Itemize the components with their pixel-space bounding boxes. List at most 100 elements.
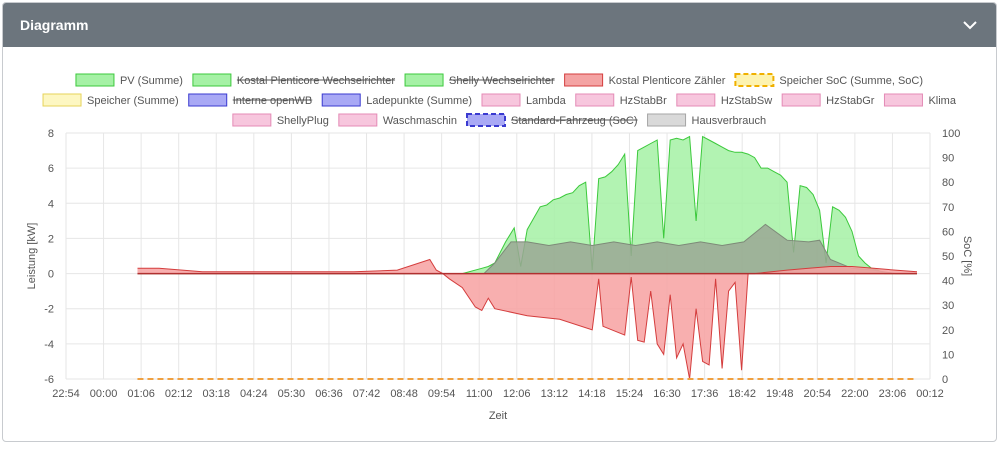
x-tick-label: 02:12 — [165, 388, 193, 400]
legend-label: Kostal Plenticore Wechselrichter — [237, 75, 395, 87]
y-left-tick-label: -6 — [44, 374, 54, 386]
legend-label: Shelly Wechselrichter — [449, 75, 555, 87]
legend-label: Standard-Fahrzeug (SoC) — [511, 115, 638, 127]
x-tick-label: 23:06 — [879, 388, 907, 400]
legend-swatch — [188, 93, 228, 107]
legend-label: Lambda — [526, 95, 567, 107]
x-tick-label: 06:36 — [315, 388, 343, 400]
x-tick-label: 07:42 — [353, 388, 381, 400]
x-tick-label: 17:36 — [691, 388, 719, 400]
y-left-tick-label: 6 — [48, 163, 54, 175]
power-chart: PV (Summe) Kostal Plenticore Wechselricht… — [26, 73, 973, 422]
x-tick-label: 01:06 — [127, 388, 155, 400]
x-tick-label: 09:54 — [428, 388, 456, 400]
legend-item[interactable]: Standard-Fahrzeug (SoC) — [465, 113, 638, 127]
y-right-tick-label: 20 — [942, 325, 954, 337]
legend-label: HzStabGr — [826, 95, 875, 107]
y-left-tick-label: -2 — [44, 304, 54, 316]
x-tick-label: 22:54 — [52, 388, 80, 400]
y-left-tick-label: 8 — [48, 128, 54, 140]
legend-label: HzStabSw — [721, 95, 772, 107]
x-axis-title: Zeit — [489, 410, 507, 422]
legend-label: PV (Summe) — [120, 75, 183, 87]
legend-swatch — [75, 73, 115, 87]
legend-swatch — [676, 93, 716, 107]
chart-container: PV (Summe) Kostal Plenticore Wechselricht… — [3, 47, 996, 441]
legend-item[interactable]: Shelly Wechselrichter — [404, 73, 555, 87]
series-area-kostal-plenticore-z-hler — [137, 259, 918, 379]
x-tick-label: 13:12 — [541, 388, 569, 400]
legend-item[interactable]: HzStabGr — [781, 93, 875, 107]
x-tick-label: 05:30 — [278, 388, 306, 400]
legend-item[interactable]: Ladepunkte (Summe) — [321, 93, 472, 107]
legend-item[interactable]: Interne openWB — [188, 93, 313, 107]
x-tick-label: 19:48 — [766, 388, 794, 400]
series-line-hausverbrauch — [137, 223, 917, 275]
y-left-tick-label: 0 — [48, 269, 54, 281]
legend-item[interactable]: Kostal Plenticore Zähler — [564, 73, 726, 87]
y-right-tick-label: 10 — [942, 349, 954, 361]
y-right-tick-label: 30 — [942, 300, 954, 312]
legend-label: Klima — [928, 95, 956, 107]
x-tick-label: 16:30 — [653, 388, 681, 400]
legend-item[interactable]: Hausverbrauch — [647, 113, 767, 127]
y-right-tick-label: 40 — [942, 276, 954, 288]
y-right-tick-label: 60 — [942, 226, 954, 238]
legend-swatch — [465, 113, 506, 127]
legend-item[interactable]: PV (Summe) — [75, 73, 183, 87]
legend-swatch — [781, 93, 821, 107]
chevron-down-icon[interactable] — [962, 17, 978, 33]
legend-item[interactable]: ShellyPlug — [232, 113, 329, 127]
legend-label: Speicher (Summe) — [87, 95, 179, 107]
diagram-card: Diagramm PV (Summe) Kostal Plenticore Wec… — [2, 2, 997, 442]
y-left-tick-label: -4 — [44, 339, 54, 351]
legend-swatch — [564, 73, 604, 87]
y-left-tick-label: 2 — [48, 233, 54, 245]
legend-swatch — [42, 93, 82, 107]
chart-series — [137, 135, 918, 380]
y-right-tick-label: 50 — [942, 251, 954, 263]
legend-swatch — [481, 93, 521, 107]
legend: PV (Summe) Kostal Plenticore Wechselricht… — [42, 73, 957, 127]
legend-label: Kostal Plenticore Zähler — [609, 75, 726, 87]
legend-label: Speicher SoC (Summe, SoC) — [779, 75, 923, 87]
legend-item[interactable]: Kostal Plenticore Wechselrichter — [192, 73, 395, 87]
legend-item[interactable]: HzStabSw — [676, 93, 772, 107]
x-tick-label: 08:48 — [390, 388, 418, 400]
legend-item[interactable]: Speicher SoC (Summe, SoC) — [734, 73, 923, 87]
series-line-pv-summe — [137, 135, 917, 275]
legend-item[interactable]: Speicher (Summe) — [42, 93, 179, 107]
legend-item[interactable]: HzStabBr — [575, 93, 667, 107]
legend-swatch — [734, 73, 775, 87]
x-tick-label: 20:54 — [804, 388, 832, 400]
x-tick-label: 03:18 — [202, 388, 230, 400]
y-right-tick-label: 80 — [942, 177, 954, 189]
x-tick-label: 14:18 — [578, 388, 606, 400]
x-tick-label: 11:00 — [466, 388, 493, 400]
legend-item[interactable]: Lambda — [481, 93, 567, 107]
card-header[interactable]: Diagramm — [3, 3, 996, 47]
x-tick-label: 04:24 — [240, 388, 268, 400]
x-tick-label: 15:24 — [616, 388, 644, 400]
legend-label: Interne openWB — [233, 95, 313, 107]
legend-label: HzStabBr — [620, 95, 667, 107]
legend-label: Waschmaschin — [383, 115, 457, 127]
legend-item[interactable]: Klima — [883, 93, 957, 107]
legend-swatch — [321, 93, 361, 107]
legend-swatch — [575, 93, 615, 107]
x-tick-label: 00:00 — [90, 388, 118, 400]
legend-swatch — [232, 113, 272, 127]
legend-label: Hausverbrauch — [692, 115, 767, 127]
x-tick-label: 00:12 — [916, 388, 944, 400]
x-tick-label: 18:42 — [728, 388, 756, 400]
y-right-tick-label: 100 — [942, 128, 960, 140]
legend-label: Ladepunkte (Summe) — [366, 95, 472, 107]
legend-swatch — [404, 73, 444, 87]
y-left-tick-label: 4 — [48, 198, 54, 210]
series-area-hausverbrauch — [137, 224, 918, 274]
legend-swatch — [883, 93, 923, 107]
legend-swatch — [192, 73, 232, 87]
legend-item[interactable]: Waschmaschin — [338, 113, 457, 127]
y-left-axis-title: Leistung [kW] — [26, 223, 38, 290]
